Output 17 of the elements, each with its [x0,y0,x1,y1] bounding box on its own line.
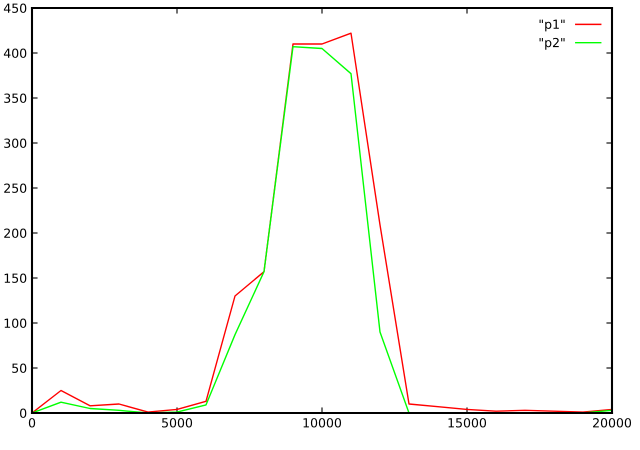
legend-label: "p1" [540,20,565,32]
x-tick-label: 10000 [303,418,342,428]
y-tick-label: 50 [12,363,26,373]
y-tick-label: 400 [4,48,26,58]
x-tick-label: 20000 [593,418,632,428]
y-tick-label: 250 [4,183,26,193]
x-tick-label: 5000 [162,418,192,428]
x-tick-label: 0 [28,418,36,428]
y-tick-label: 300 [4,138,26,148]
y-tick-label: 0 [20,408,26,418]
y-tick-label: 100 [4,318,26,328]
y-tick-label: 150 [4,273,26,283]
y-tick-label: 200 [4,228,26,238]
y-tick-label: 350 [4,93,26,103]
legend-label: "p2" [540,38,565,50]
x-tick-label: 15000 [448,418,486,428]
y-tick-label: 450 [4,3,26,13]
